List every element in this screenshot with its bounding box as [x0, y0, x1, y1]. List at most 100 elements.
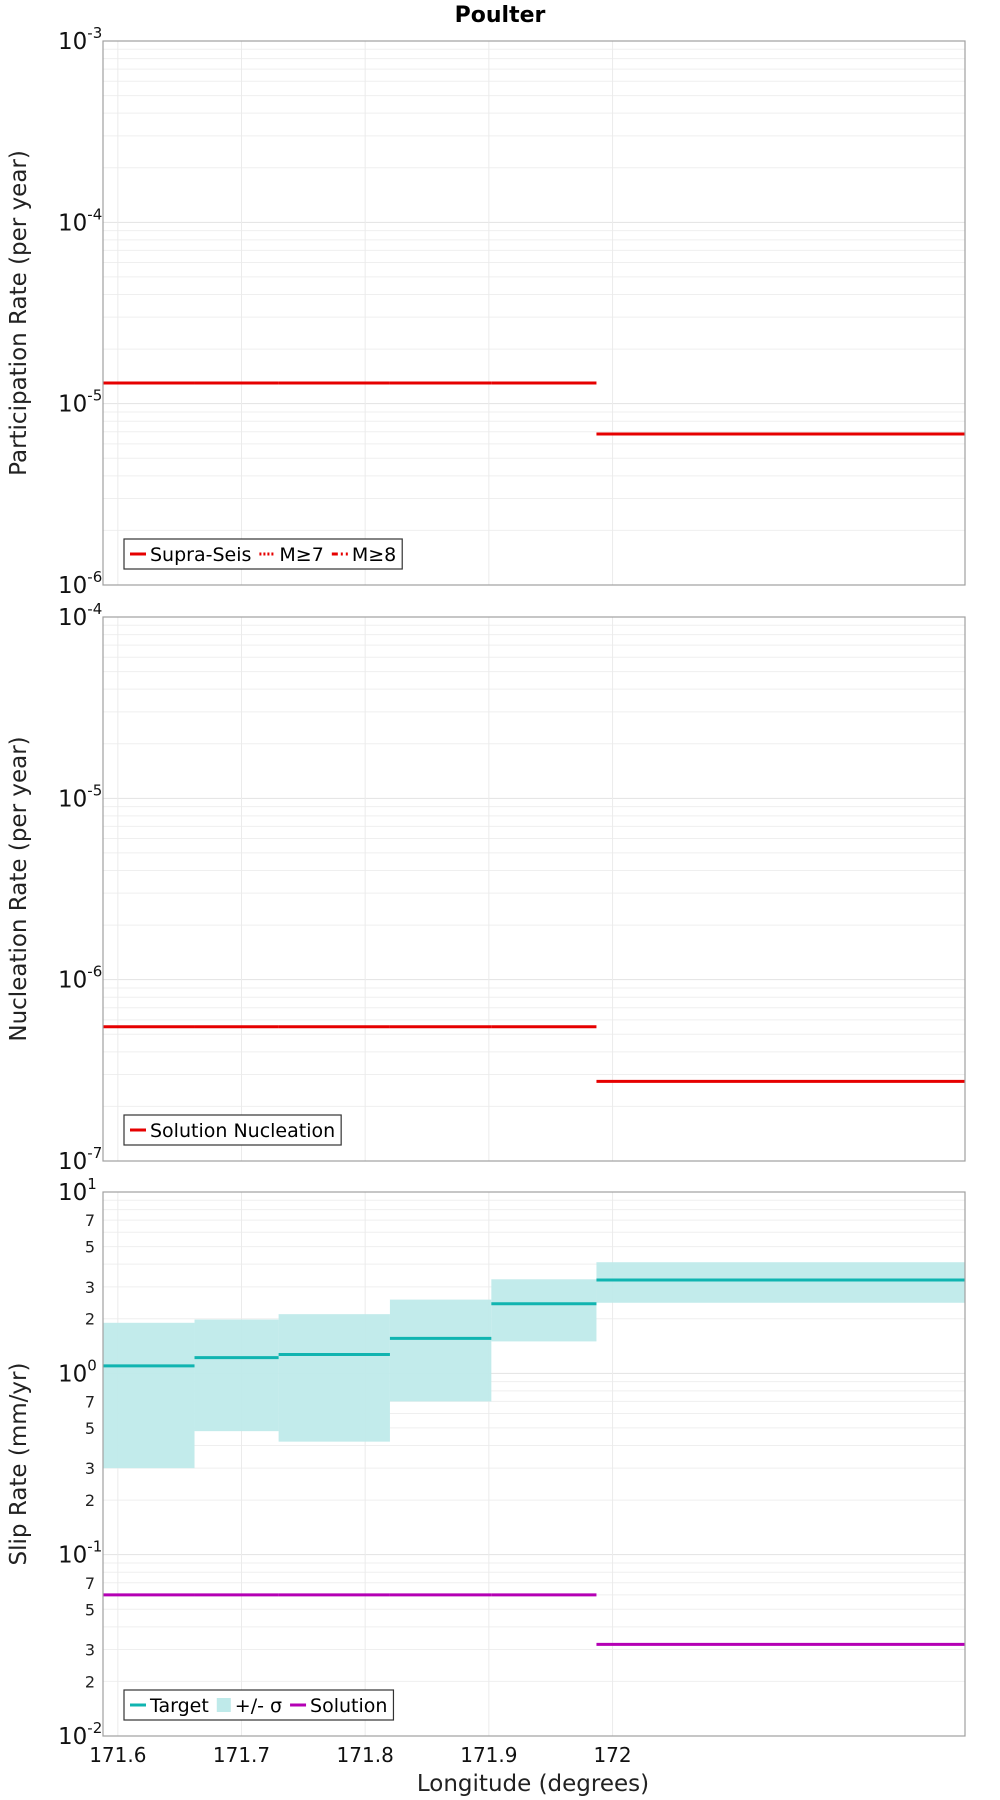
legend-entry: M≥7	[259, 544, 324, 566]
y-tick-base: 10	[58, 968, 87, 994]
y-tick-base: 10	[58, 1149, 87, 1175]
y-tick-exponent: -5	[87, 387, 102, 405]
legend-entry: Target	[130, 1695, 209, 1717]
y-minor-tick-label: 5	[85, 1600, 95, 1619]
y-tick-exponent: -6	[87, 963, 102, 981]
x-tick-label: 171.6	[89, 1743, 146, 1767]
legend-swatch	[216, 1698, 231, 1712]
y-tick-base: 10	[58, 29, 87, 55]
series-solution	[103, 1593, 965, 1646]
plot-frame	[102, 1191, 966, 1737]
y-tick-exponent: 0	[87, 1356, 97, 1374]
y-tick-exponent: -2	[87, 1719, 102, 1737]
y-tick-label: 10-4	[58, 205, 102, 236]
y-tick-exponent: 1	[87, 1175, 97, 1193]
legend-entry: M≥8	[331, 544, 396, 566]
y-tick-base: 10	[58, 605, 87, 631]
y-tick-exponent: -4	[87, 600, 102, 618]
legend-label: M≥8	[352, 544, 396, 566]
y-tick-label: 10-5	[58, 387, 102, 418]
x-axis: 171.6 171.7 171.8 171.9 172	[89, 1743, 631, 1767]
y-minor-tick-label: 7	[85, 1392, 95, 1411]
legend-frame	[123, 538, 403, 570]
legend-label: Target	[149, 1695, 209, 1717]
plot-frame	[102, 40, 966, 586]
y-tick-base: 10	[58, 1180, 87, 1206]
y-tick-base: 10	[58, 210, 87, 236]
grid	[103, 1192, 965, 1737]
grid	[103, 617, 965, 1162]
y-tick-label: 10-6	[58, 963, 102, 994]
y-tick-label: 101	[58, 1175, 97, 1206]
legend-entry: Supra-Seis	[130, 544, 251, 566]
y-minor-tick-label: 3	[85, 1640, 95, 1659]
y-tick-exponent: -3	[87, 24, 102, 42]
series-solution-nucleation	[103, 1025, 965, 1083]
y-tick-label: 10-3	[58, 24, 102, 55]
legend-label: Supra-Seis	[150, 544, 251, 566]
x-tick-label: 172	[593, 1743, 631, 1767]
y-minor-tick-label: 5	[85, 1419, 95, 1438]
legend-entry: Solution	[290, 1695, 387, 1717]
legend-label: +/- σ	[235, 1695, 282, 1717]
y-tick-base: 10	[58, 1361, 87, 1387]
legend-label: M≥7	[279, 544, 323, 566]
grid	[103, 41, 965, 586]
y-tick-base: 10	[58, 1724, 87, 1750]
band-segment	[103, 1322, 195, 1469]
y-tick-label: 100	[58, 1356, 97, 1387]
y-tick-exponent: -4	[87, 205, 102, 223]
y-axis-label: Slip Rate (mm/yr)	[6, 1363, 32, 1566]
y-minor-tick-label: 2	[85, 1672, 95, 1691]
y-tick-label: 10-6	[58, 568, 102, 599]
plot-frame	[102, 616, 966, 1162]
y-tick-exponent: -5	[87, 781, 102, 799]
y-tick-base: 10	[58, 786, 87, 812]
y-minor-tick-label: 7	[85, 1574, 95, 1593]
legend-frame	[123, 1689, 395, 1721]
legend: Target +/- σ Solution	[123, 1689, 395, 1721]
y-minor-tick-label: 3	[85, 1459, 95, 1478]
legend-entry: Solution Nucleation	[130, 1120, 335, 1142]
y-tick-exponent: -6	[87, 568, 102, 586]
y-tick-label: 10-2	[58, 1719, 102, 1750]
legend-frame	[123, 1114, 342, 1146]
legend: Supra-Seis M≥7 M≥8	[123, 538, 403, 570]
band-segment	[278, 1314, 390, 1442]
band-segment	[389, 1299, 492, 1402]
chart-title: Poulter	[455, 3, 546, 28]
x-tick-label: 171.9	[460, 1743, 517, 1767]
x-tick-label: 171.8	[337, 1743, 394, 1767]
y-tick-label: 10-7	[58, 1144, 102, 1175]
y-tick-label: 10-4	[58, 600, 102, 631]
band-segment	[596, 1262, 965, 1303]
x-tick-label: 171.7	[213, 1743, 270, 1767]
y-axis-label: Nucleation Rate (per year)	[6, 736, 32, 1041]
y-tick-label: 10-5	[58, 781, 102, 812]
y-tick-base: 10	[58, 392, 87, 418]
band-segment	[194, 1319, 279, 1432]
y-axis-label: Participation Rate (per year)	[6, 150, 32, 476]
band-segment	[491, 1279, 597, 1342]
y-tick-exponent: -7	[87, 1144, 102, 1162]
y-tick-base: 10	[58, 1543, 87, 1569]
legend-entry: +/- σ	[216, 1695, 282, 1717]
y-tick-exponent: -1	[87, 1538, 102, 1556]
legend-label: Solution	[310, 1695, 387, 1717]
legend: Solution Nucleation	[123, 1114, 342, 1146]
series-target	[103, 1278, 965, 1368]
legend-label: Solution Nucleation	[150, 1120, 335, 1142]
y-tick-base: 10	[58, 573, 87, 599]
y-minor-tick-label: 3	[85, 1278, 95, 1297]
x-axis-label: Longitude (degrees)	[417, 1771, 649, 1797]
y-minor-tick-label: 2	[85, 1491, 95, 1510]
y-minor-tick-label: 5	[85, 1238, 95, 1257]
y-minor-tick-label: 2	[85, 1310, 95, 1329]
series-supra-seis	[103, 381, 965, 436]
y-minor-tick-label: 7	[85, 1211, 95, 1230]
